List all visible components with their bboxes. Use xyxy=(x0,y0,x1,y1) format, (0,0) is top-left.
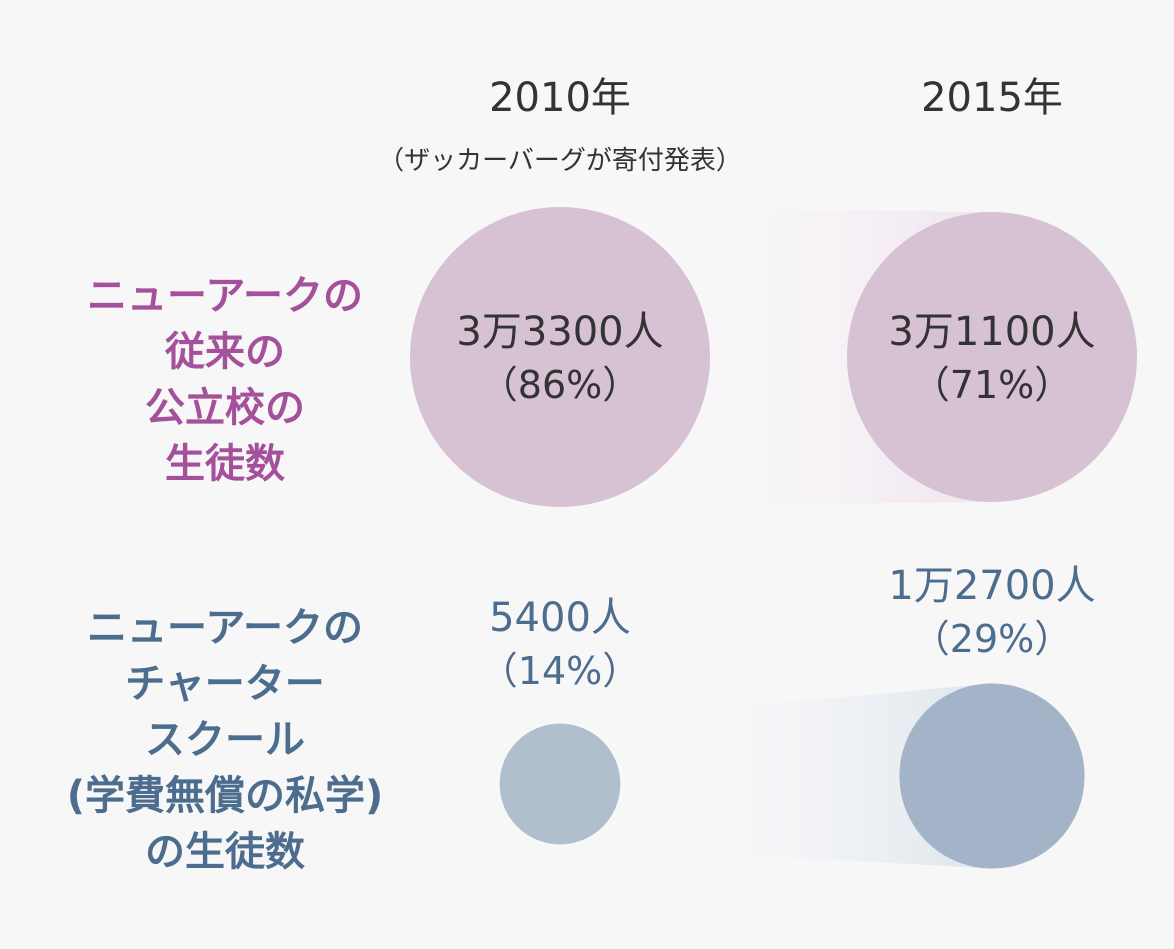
bubble-charter-2015 xyxy=(899,683,1085,869)
value-public-2015: 3万1100人 xyxy=(888,309,1096,355)
year-header-2015: 2015年 xyxy=(921,75,1063,121)
row-label-public-line-4: 生徒数 xyxy=(165,441,285,487)
bubble-public-2010 xyxy=(410,207,710,507)
bubble-public-2015 xyxy=(847,212,1137,502)
row-label-public-line-1: ニューアークの xyxy=(87,273,363,319)
value-label-public-2015: 3万1100人 （71%） xyxy=(852,312,1132,404)
year-2010-note: （ザッカーバーグが寄付発表） xyxy=(378,146,742,176)
row-label-public-line-3: 公立校の xyxy=(145,385,305,431)
row-label-charter-line-5: の生徒数 xyxy=(145,829,305,875)
share-public-2015: （71%） xyxy=(911,363,1073,407)
row-label-charter-line-2: チャーター xyxy=(125,661,325,707)
value-label-charter-2015: 1万2700人 （29%） xyxy=(852,566,1132,658)
row-label-charter-schools: ニューアークの チャーター スクール (学費無償の私学) の生徒数 xyxy=(20,600,430,880)
share-charter-2010: （14%） xyxy=(479,649,641,693)
value-label-charter-2010: 5400人 （14%） xyxy=(420,598,700,690)
year-header-2010: 2010年 xyxy=(489,75,631,121)
share-charter-2015: （29%） xyxy=(911,617,1073,661)
row-label-charter-line-4: (学費無償の私学) xyxy=(66,773,384,819)
bubble-charter-2010 xyxy=(499,723,621,845)
row-label-charter-line-1: ニューアークの xyxy=(87,605,363,651)
value-label-public-2010: 3万3300人 （86%） xyxy=(420,312,700,404)
row-label-charter-line-3: スクール xyxy=(145,717,305,763)
value-charter-2010: 5400人 xyxy=(489,595,631,641)
value-charter-2015: 1万2700人 xyxy=(888,563,1096,609)
share-public-2010: （86%） xyxy=(479,363,641,407)
row-label-public-schools: ニューアークの 従来の 公立校の 生徒数 xyxy=(20,268,430,492)
row-label-public-line-2: 従来の xyxy=(165,329,285,375)
connector-charter xyxy=(560,683,992,869)
value-public-2010: 3万3300人 xyxy=(456,309,664,355)
